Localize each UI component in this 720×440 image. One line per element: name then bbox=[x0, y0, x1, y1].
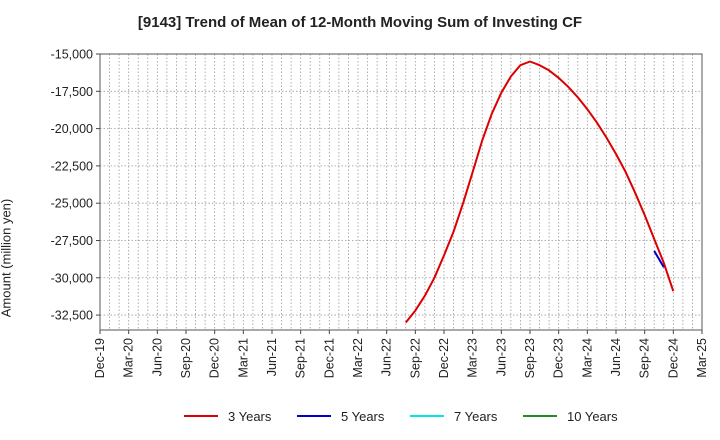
x-tick-label: Jun-21 bbox=[265, 338, 279, 376]
legend-item-10-years: 10 Years bbox=[523, 405, 618, 427]
legend-item-5-years: 5 Years bbox=[297, 405, 384, 427]
x-tick-label: Dec-19 bbox=[93, 338, 107, 378]
y-tick-label: -32,500 bbox=[51, 309, 93, 323]
plot-area bbox=[100, 54, 702, 330]
plot-frame bbox=[99, 53, 703, 331]
legend-swatch-5-years bbox=[297, 415, 331, 417]
y-tick-label: -25,000 bbox=[51, 197, 93, 211]
legend-label-10-years: 10 Years bbox=[567, 408, 618, 424]
y-tick-label: -30,000 bbox=[51, 271, 93, 285]
series-line-5-years bbox=[653, 250, 665, 268]
legend-item-7-years: 7 Years bbox=[410, 405, 497, 427]
x-tick-label: Sep-23 bbox=[523, 338, 537, 378]
x-tick-label: Dec-24 bbox=[666, 338, 680, 378]
x-tick-label: Mar-20 bbox=[122, 338, 136, 378]
chart-title: [9143] Trend of Mean of 12-Month Moving … bbox=[137, 14, 583, 31]
series-line-3-years bbox=[405, 60, 675, 324]
x-tick-label: Sep-24 bbox=[638, 338, 652, 378]
x-tick-label: Sep-20 bbox=[179, 338, 193, 378]
x-tick-label: Jun-23 bbox=[494, 338, 508, 376]
legend-item-3-years: 3 Years bbox=[184, 405, 271, 427]
x-tick-label: Mar-21 bbox=[236, 338, 250, 378]
x-tick-label: Mar-25 bbox=[695, 338, 709, 378]
x-tick-label: Mar-22 bbox=[351, 338, 365, 378]
x-tick-label: Dec-20 bbox=[208, 338, 222, 378]
legend-swatch-7-years bbox=[410, 415, 444, 417]
legend-label-5-years: 5 Years bbox=[341, 408, 385, 424]
x-tick-label: Jun-22 bbox=[380, 338, 394, 376]
x-tick-label: Jun-24 bbox=[609, 338, 623, 376]
legend-swatch-3-years bbox=[184, 415, 218, 417]
y-tick-label: -27,500 bbox=[51, 234, 93, 248]
legend: 3 Years 5 Years 7 Years 10 Years bbox=[0, 405, 720, 427]
x-tick-label: Dec-21 bbox=[322, 338, 336, 378]
y-axis-label: Amount (million yen) bbox=[0, 198, 14, 318]
y-tick-label: -22,500 bbox=[51, 159, 93, 173]
y-tick-label: -17,500 bbox=[51, 85, 93, 99]
x-tick-label: Sep-21 bbox=[294, 338, 308, 378]
legend-label-3-years: 3 Years bbox=[228, 408, 272, 424]
legend-swatch-10-years bbox=[523, 415, 557, 417]
y-tick-label: -20,000 bbox=[51, 122, 93, 136]
x-tick-label: Sep-22 bbox=[408, 338, 422, 378]
x-tick-label: Dec-22 bbox=[437, 338, 451, 378]
x-tick-label: Mar-24 bbox=[580, 338, 594, 378]
x-tick-label: Dec-23 bbox=[552, 338, 566, 378]
x-tick-label: Jun-20 bbox=[150, 338, 164, 376]
legend-label-7-years: 7 Years bbox=[454, 408, 498, 424]
x-tick-label: Mar-23 bbox=[466, 338, 480, 378]
y-tick-label: -15,000 bbox=[51, 48, 93, 62]
